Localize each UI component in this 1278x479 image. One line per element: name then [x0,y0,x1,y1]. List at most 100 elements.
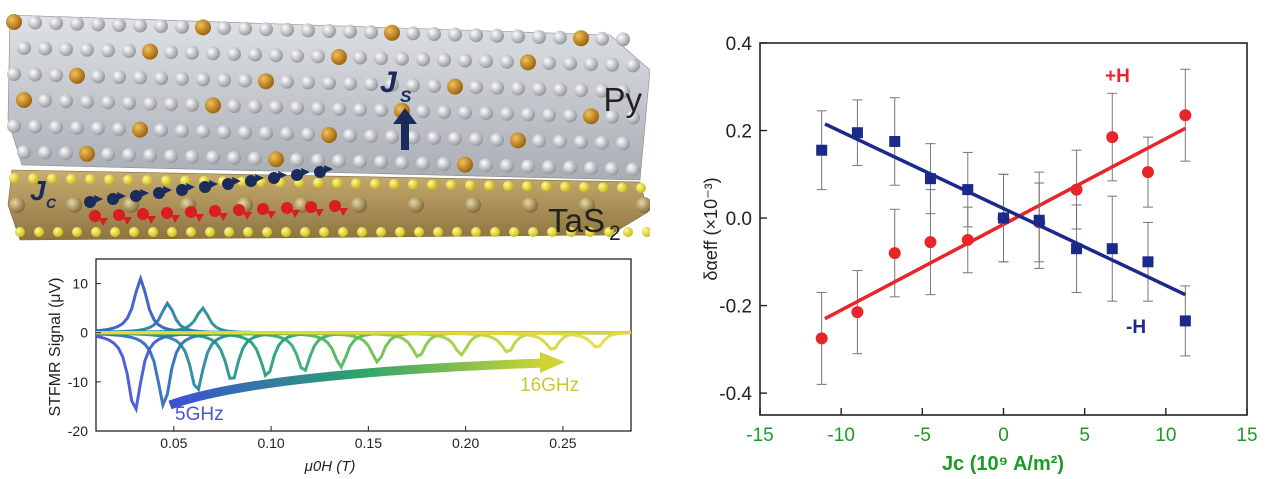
damping-y-tick-label: 0.0 [726,209,752,230]
spin-down-electron [137,208,149,220]
py-atom [301,127,315,142]
series-label-minus-h: -H [1126,317,1146,338]
sulfur-atom [104,174,114,185]
py-atom [521,159,535,174]
py-atom [616,136,630,151]
py-atom [101,43,115,58]
spin-up-arrow [140,189,149,197]
damping-y-tick-label: 0.2 [726,122,752,143]
py-atom [563,56,577,71]
py-atom [185,97,199,112]
spin-up-arrow [255,174,264,182]
py-atom [490,80,504,95]
sulfur-atom [471,227,481,237]
py-atom [553,30,567,45]
damping-x-tick-label: 15 [1236,425,1257,446]
spin-down-arrow [291,210,300,218]
py-atom [175,123,189,138]
py-atom [574,135,588,150]
sulfur-atom [528,227,538,237]
py-atom [49,68,63,83]
damping-y-axis-label: δαeff (×10⁻³) [701,177,721,280]
damping-x-tick-label: 10 [1155,425,1176,446]
sulfur-atom [604,227,614,237]
damping-x-axis-label: Jc (10⁹ A/m²) [942,453,1064,475]
py-atom [28,119,42,134]
py-atom [532,82,546,96]
spin-current-arrow [393,108,417,150]
py-atom [154,19,168,34]
sulfur-atom [66,173,76,184]
py-atom [595,31,609,46]
spin-current-label: J [380,66,398,99]
data-point-plus-h [924,236,937,249]
py-atom [448,131,462,146]
sulfur-atom [490,227,500,237]
py-atom [7,67,21,81]
stfmr-x-ticks: 0.05 0.10 0.15 0.20 0.25 [160,426,577,451]
spin-down-arrow [339,208,348,216]
spin-down-arrow [243,212,252,220]
sulfur-atom [389,179,399,189]
sulfur-atom [142,175,152,186]
charge-current-label: J [30,175,47,206]
spin-current-subscript: S [400,87,412,106]
charge-current-subscript: C [46,195,57,211]
py-atom [395,51,409,66]
spin-up-electron [199,181,211,193]
py-atom [427,79,441,93]
py-atom [542,160,556,174]
py-atom [91,121,105,136]
py-atom [479,54,493,69]
py-atom [217,125,231,139]
spin-up-electron [291,169,303,181]
sulfur-atom [313,177,323,188]
sulfur-atom [85,174,95,185]
data-point-plus-h [851,306,864,319]
data-point-minus-h [1142,256,1154,268]
py-atom [626,58,640,73]
damping-y-tick-label: -0.2 [719,297,752,318]
sulfur-atom [148,227,158,237]
sulfur-atom [243,227,253,237]
stfmr-x-axis-label: μ0H (T) [304,458,356,475]
stfmr-annotation-low: 5GHz [175,404,224,425]
py-atom [38,41,52,56]
spin-down-electron [209,205,221,217]
sulfur-atom [408,179,418,190]
sulfur-atom [617,182,627,193]
py-atom [616,84,630,99]
spin-up-arrow [163,186,172,194]
spin-up-electron [84,196,96,208]
py-atom [28,67,42,82]
py-atom [280,126,294,141]
data-point-minus-h [889,135,901,147]
sulfur-atom [15,227,25,237]
py-atom [70,16,84,31]
stfmr-x-tick-label: 0.25 [549,435,576,451]
data-point-minus-h [1071,243,1083,255]
py-atom [511,81,525,96]
py-atom [70,120,84,135]
frequency-sweep-arrow [168,358,546,410]
sulfur-atom [395,227,405,237]
py-atom [605,57,619,72]
py-atom [227,151,241,165]
sulfur-atom [9,173,19,183]
spin-up-arrow [94,195,103,203]
py-atom [311,49,325,64]
spin-up-arrow [186,183,195,191]
py-atom [343,128,357,143]
spin-down-electron [329,200,341,212]
dopant-atom [510,132,526,149]
py-atom [269,100,283,115]
sulfur-atom [91,227,101,237]
series-label-plus-h: +H [1105,66,1130,87]
sulfur-atom [598,182,608,193]
py-atom [353,154,367,169]
spin-down-electron [233,204,245,216]
stfmr-x-tick-label: 0.15 [355,435,382,451]
py-atom [290,100,304,115]
tas2-layer-label: TaS [548,202,605,239]
sulfur-atom [129,227,139,237]
